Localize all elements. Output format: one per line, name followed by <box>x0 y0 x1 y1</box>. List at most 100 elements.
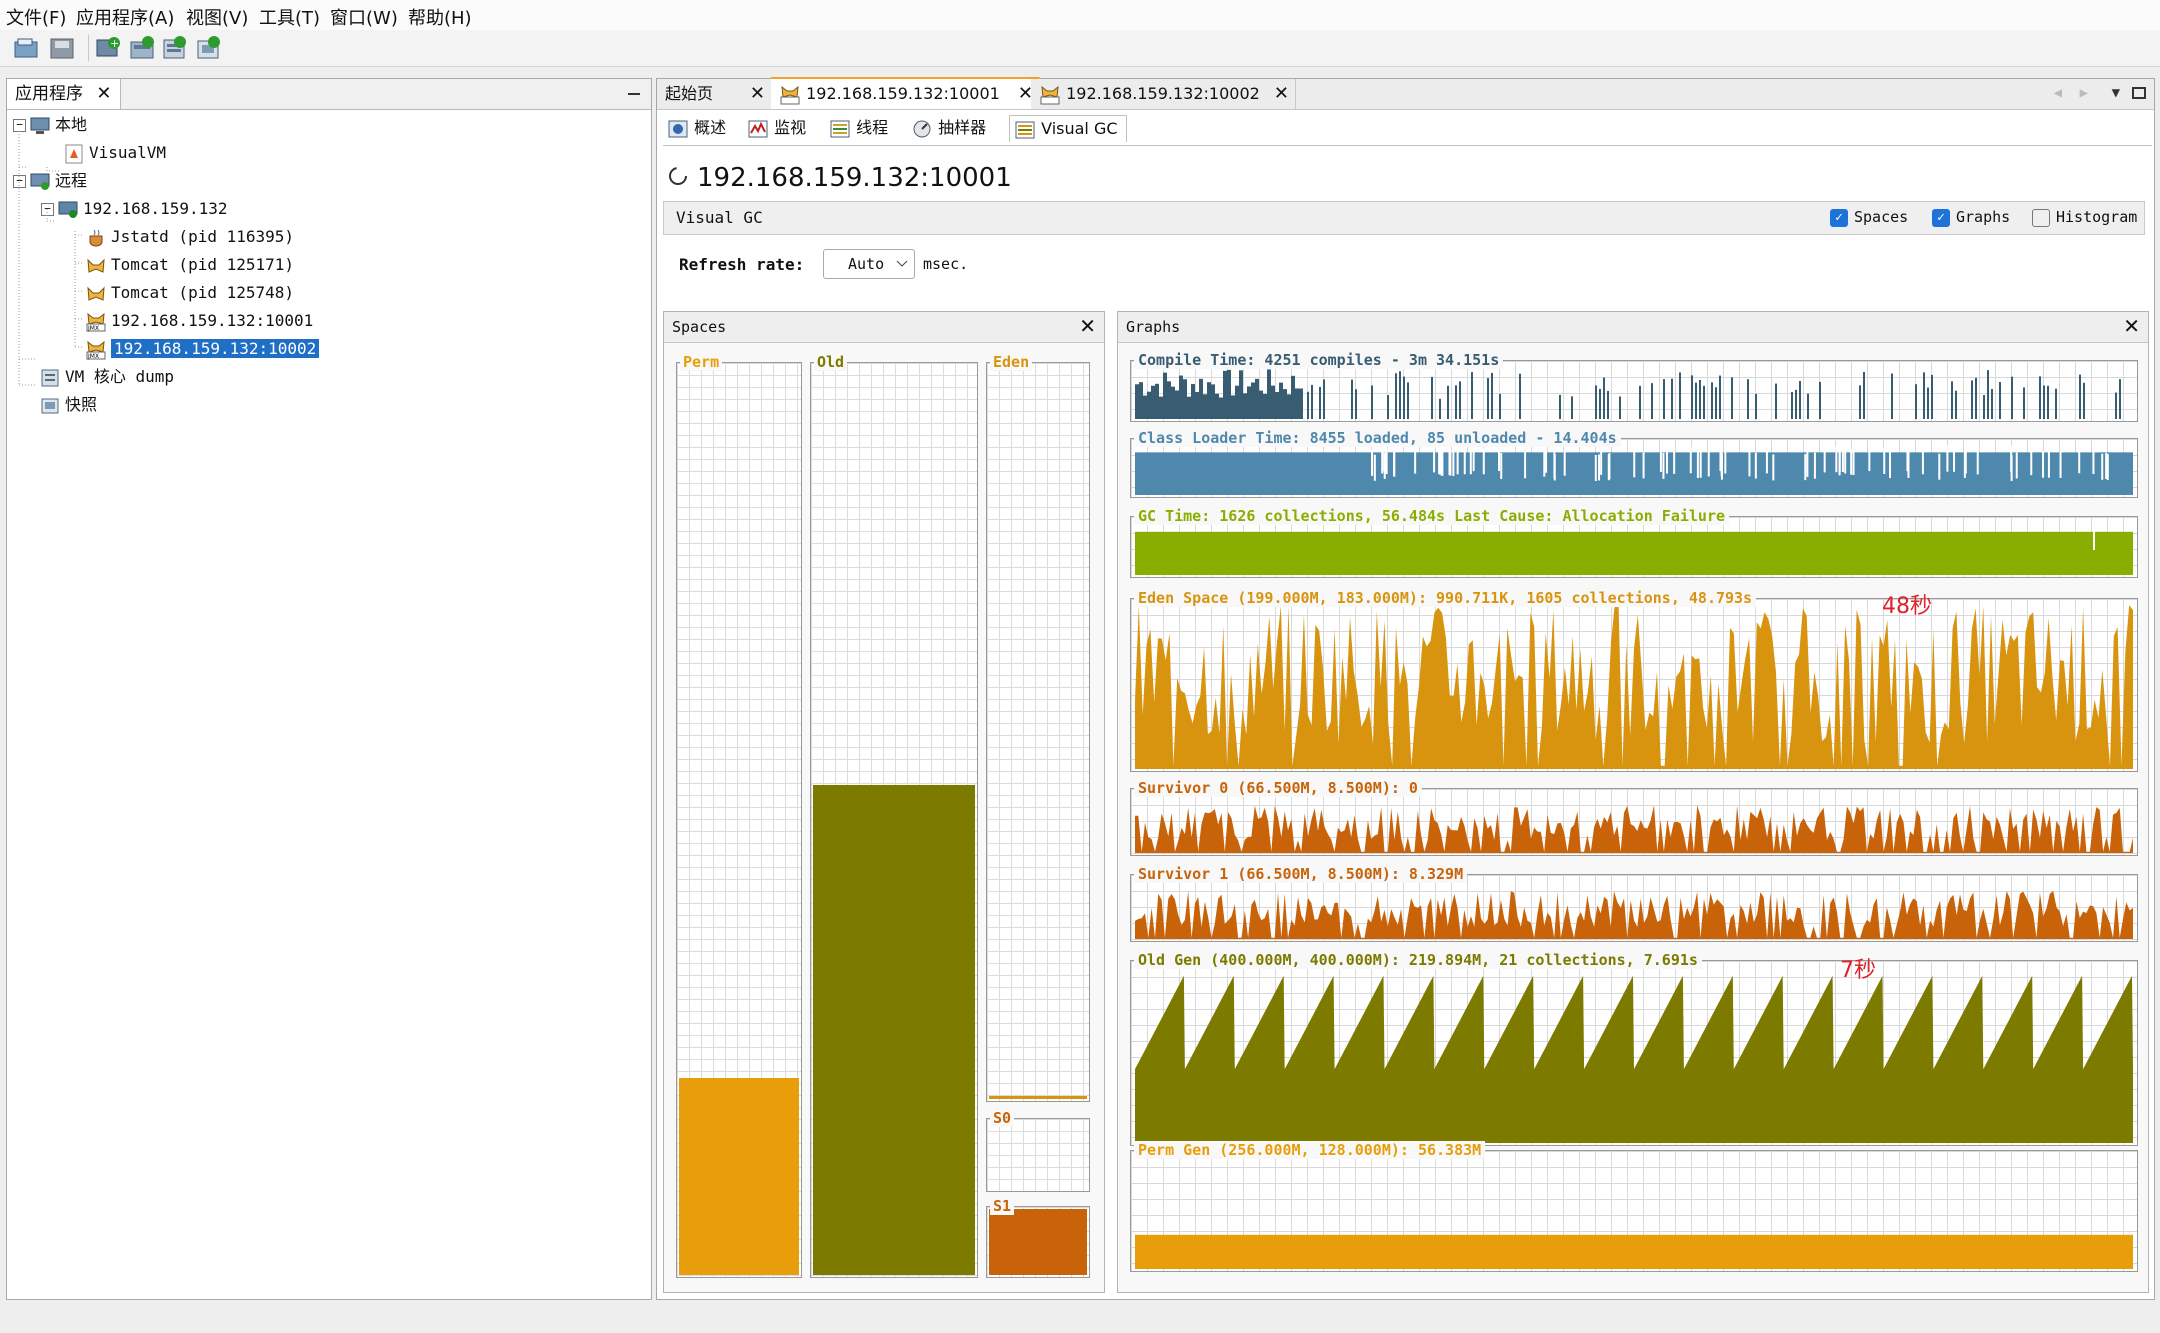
old-gen-label: Old Gen (400.000M, 400.000M): 219.894M, … <box>1134 951 1702 969</box>
tree-item-local[interactable]: 本地 <box>29 113 87 137</box>
compile-time-bar <box>2083 382 2085 419</box>
page-title: 192.168.159.132:10001 <box>697 163 1012 193</box>
close-icon[interactable]: ✕ <box>749 83 765 104</box>
compile-time-bar <box>1147 391 1151 419</box>
graphs-checkbox-label: Graphs <box>1956 208 2011 226</box>
compile-time-bar <box>1203 394 1207 419</box>
class-loader-area-gap <box>1699 451 1702 478</box>
tree-item-host[interactable]: 192.168.159.132 <box>57 197 228 221</box>
tab-applications[interactable]: 应用程序 ✕ <box>7 79 121 109</box>
class-loader-area-gap <box>1498 445 1501 472</box>
tree-item-tomcat-1[interactable]: Tomcat (pid 125171) <box>85 253 294 277</box>
close-icon[interactable]: ✕ <box>1017 83 1033 104</box>
compile-time-bar <box>1187 396 1191 419</box>
menu-application[interactable]: 应用程序(A) <box>76 8 175 29</box>
expand-remote-icon[interactable]: − <box>13 175 26 188</box>
compile-time-bar <box>2119 379 2121 419</box>
compile-time-bar <box>1215 393 1219 419</box>
tree-item-tomcat-2[interactable]: Tomcat (pid 125748) <box>85 281 294 305</box>
add-coredump-icon[interactable] <box>160 34 188 62</box>
menu-tools[interactable]: 工具(T) <box>259 8 321 29</box>
tree-item-jstatd[interactable]: Jstatd (pid 116395) <box>85 225 294 249</box>
tab-list-dropdown-icon[interactable]: ▼ <box>2111 85 2120 101</box>
open-icon[interactable] <box>12 34 40 62</box>
tree-item-remote[interactable]: 远程 <box>29 169 87 193</box>
compile-time-bar <box>1151 385 1155 419</box>
compile-time-bar <box>1227 369 1231 419</box>
compile-time-bar <box>1299 388 1303 419</box>
class-loader-area-gap <box>1456 448 1459 475</box>
menu-help[interactable]: 帮助(H) <box>408 8 472 29</box>
class-loader-graph <box>1130 438 2138 498</box>
jmx-icon <box>780 85 800 104</box>
compile-time-label: Compile Time: 4251 compiles - 3m 34.151s <box>1134 351 1504 369</box>
add-jmx-icon[interactable]: + <box>94 34 122 62</box>
subtab-threads[interactable]: 线程 <box>829 115 888 141</box>
tab-jmx-10001[interactable]: 192.168.159.132:10001 ✕ <box>771 77 1040 109</box>
compile-time-bar <box>1863 371 1865 419</box>
subtab-sampler[interactable]: 抽样器 <box>911 115 986 141</box>
class-loader-area-gap <box>1976 448 1979 475</box>
info-icon <box>668 120 688 137</box>
tab-jmx-10002[interactable]: 192.168.159.132:10002 ✕ <box>1031 79 1296 109</box>
spaces-checkbox[interactable]: ✓ Spaces <box>1830 208 1908 227</box>
close-icon[interactable]: ✕ <box>1273 83 1289 104</box>
compile-time-bar <box>1699 379 1701 419</box>
perm-gen-label: Perm Gen (256.000M, 128.000M): 56.383M <box>1134 1141 1486 1159</box>
old-gen-area <box>1135 975 2133 1143</box>
add-host-icon[interactable] <box>128 34 156 62</box>
compile-time-bar <box>1795 389 1797 419</box>
gc-time-graph <box>1130 516 2138 578</box>
tree-item-snapshot[interactable]: 快照 <box>39 393 97 417</box>
compile-time-bar <box>1211 384 1215 419</box>
scroll-left-icon[interactable]: ◀ <box>2053 85 2062 101</box>
maximize-icon[interactable] <box>2132 85 2146 99</box>
tree-label-tomcat-1: Tomcat (pid 125171) <box>111 255 295 274</box>
compile-time-bar <box>1891 373 1893 419</box>
compile-time-bar <box>1291 375 1295 419</box>
tree-item-visualvm[interactable]: VisualVM <box>63 141 166 165</box>
svg-text:JMX: JMX <box>87 325 99 332</box>
save-icon[interactable] <box>48 34 76 62</box>
compile-time-plot <box>1135 369 2121 419</box>
class-loader-area-gap <box>1673 447 1676 474</box>
subtab-monitor[interactable]: 监视 <box>747 115 806 141</box>
compile-time-bar <box>1571 396 1573 419</box>
add-snapshot-icon[interactable] <box>194 34 222 62</box>
tree-item-jmx-2[interactable]: JMX 192.168.159.132:10002 <box>85 337 320 361</box>
survivor-1-graph <box>1130 874 2138 942</box>
class-loader-area-gap <box>1844 447 1847 474</box>
refresh-rate-select[interactable]: Auto <box>823 249 915 279</box>
histogram-checkbox[interactable]: Histogram <box>2032 208 2137 227</box>
close-icon[interactable]: ✕ <box>2123 314 2140 338</box>
compile-time-bar <box>2039 376 2041 419</box>
class-loader-area-gap <box>1452 449 1455 476</box>
close-icon[interactable]: ✕ <box>96 83 112 104</box>
subtab-overview[interactable]: 概述 <box>667 115 726 141</box>
scroll-right-icon[interactable]: ▶ <box>2079 85 2088 101</box>
menu-view[interactable]: 视图(V) <box>186 8 249 29</box>
menu-window[interactable]: 窗口(W) <box>330 8 398 29</box>
eden-space-fill <box>989 1096 1087 1099</box>
class-loader-area-gap <box>1659 445 1662 472</box>
compile-time-bar <box>1179 375 1183 419</box>
tab-start-page[interactable]: 起始页 ✕ <box>657 79 772 109</box>
class-loader-area-gap <box>1835 446 1838 473</box>
tree-item-jmx-1[interactable]: JMX 192.168.159.132:10001 <box>85 309 313 333</box>
menu-file[interactable]: 文件(F) <box>6 8 67 29</box>
s0-space-box <box>986 1118 1090 1192</box>
compile-time-bar <box>2047 385 2049 419</box>
compile-time-bar <box>1455 385 1457 419</box>
close-icon[interactable]: ✕ <box>1079 314 1096 338</box>
tree-item-coredump[interactable]: VM 核心 dump <box>39 365 174 389</box>
graphs-checkbox[interactable]: ✓ Graphs <box>1932 208 2010 227</box>
class-loader-area-gap <box>2010 445 2013 472</box>
perm-gen-plot <box>1135 1234 2133 1269</box>
tab-jmx-10002-label: 192.168.159.132:10002 <box>1066 84 1260 103</box>
class-loader-area-gap <box>2105 452 2108 479</box>
old-gen-graph <box>1130 960 2138 1146</box>
subtab-visual-gc[interactable]: Visual GC <box>1009 115 1127 142</box>
minimize-icon[interactable] <box>627 85 641 99</box>
host-icon <box>58 201 78 218</box>
gc-time-plot <box>1135 523 2133 575</box>
